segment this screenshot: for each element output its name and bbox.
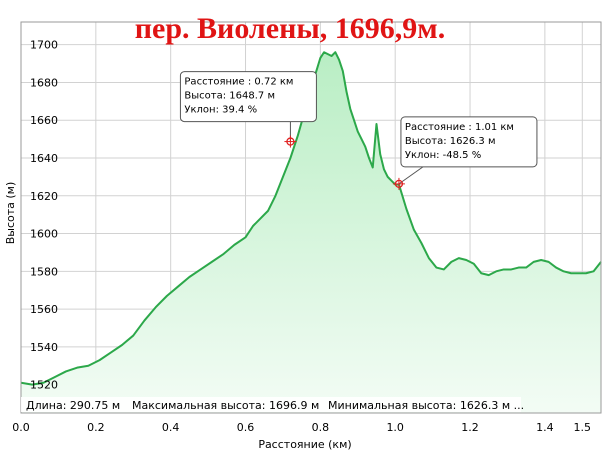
x-tick-label: 1.2 xyxy=(461,421,479,434)
stats-length: Длина: 290.75 м xyxy=(26,399,120,412)
y-tick-label: 1520 xyxy=(30,379,58,392)
y-tick-label: 1700 xyxy=(30,39,58,52)
callout-line: Высота: 1626.3 м xyxy=(405,136,496,147)
marker-callout: Расстояние : 0.72 км Высота: 1648.7 м Укло… xyxy=(179,71,317,148)
y-axis-label: Высота (м) xyxy=(4,182,17,245)
x-tick-label: 0.0 xyxy=(12,421,30,434)
callout-box xyxy=(179,71,317,123)
marker-callout: Расстояние : 1.01 км Высота: 1626.3 м Укло… xyxy=(392,116,538,190)
elevation-area xyxy=(21,52,601,413)
plot-frame xyxy=(20,21,602,414)
y-tick-label: 1600 xyxy=(30,228,58,241)
callout-line: Расстояние : 0.72 км xyxy=(184,77,293,88)
callout-line: Высота: 1648.7 м xyxy=(184,91,275,102)
callout-line: Уклон: 39.4 % xyxy=(184,105,257,116)
callout-box xyxy=(400,116,538,168)
y-tick-label: 1580 xyxy=(30,265,58,278)
x-tick-label: 1.0 xyxy=(386,421,404,434)
x-tick-label: 1.5 xyxy=(574,421,592,434)
y-axis-ticks: 1520 1540 1560 1580 1600 1620 1640 1660 1680 1700 xyxy=(30,39,58,392)
markers: Расстояние : 0.72 км Высота: 1648.7 м Укло… xyxy=(179,71,538,190)
stats-min-height: Минимальная высота: 1626.3 м ... xyxy=(328,399,524,412)
x-tick-label: 0.6 xyxy=(237,421,255,434)
callout-pointer xyxy=(398,166,424,185)
stats-bar-background xyxy=(21,397,521,412)
x-axis-ticks: 0.0 0.2 0.4 0.6 0.8 1.0 1.2 1.4 1.5 xyxy=(12,421,591,434)
y-tick-label: 1560 xyxy=(30,303,58,316)
y-tick-label: 1640 xyxy=(30,152,58,165)
elevation-line xyxy=(20,51,602,386)
callout-line: Расстояние : 1.01 км xyxy=(405,122,514,133)
callout-line: Уклон: -48.5 % xyxy=(405,150,481,161)
stats-max-height: Максимальная высота: 1696.9 м xyxy=(132,399,319,412)
x-tick-label: 0.4 xyxy=(162,421,180,434)
stats-bar: Длина: 290.75 м Максимальная высота: 169… xyxy=(21,397,524,412)
plot-area xyxy=(20,21,602,414)
y-tick-label: 1680 xyxy=(30,76,58,89)
x-tick-label: 0.2 xyxy=(87,421,105,434)
y-tick-label: 1540 xyxy=(30,341,58,354)
chart-title: пер. Виолены, 1696,9м. xyxy=(135,12,445,45)
x-tick-label: 1.4 xyxy=(536,421,554,434)
y-tick-label: 1620 xyxy=(30,190,58,203)
y-tick-label: 1660 xyxy=(30,114,58,127)
x-axis-label: Расстояние (км) xyxy=(258,438,351,451)
x-tick-label: 0.8 xyxy=(312,421,330,434)
